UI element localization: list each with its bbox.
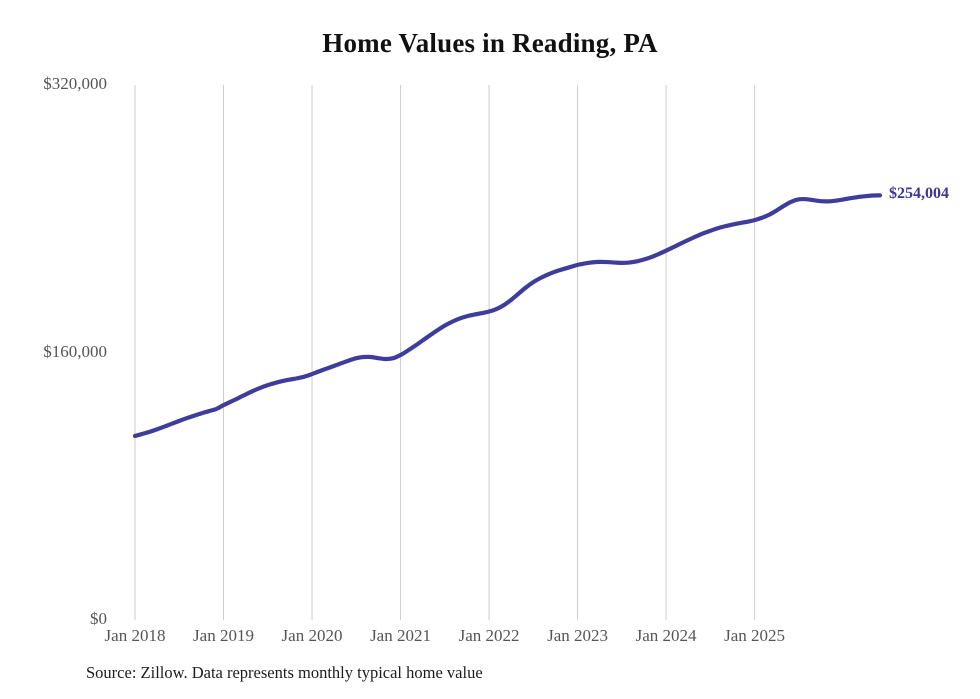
x-tick-label: Jan 2020 bbox=[281, 626, 343, 645]
series-line-typical-home-value bbox=[132, 193, 883, 439]
y-tick-label: $160,000 bbox=[43, 341, 107, 361]
x-tick-label: Jan 2024 bbox=[635, 626, 697, 645]
x-tick-label: Jan 2019 bbox=[193, 626, 254, 645]
x-tick-label: Jan 2021 bbox=[370, 626, 431, 645]
x-tick-label: Jan 2018 bbox=[104, 626, 166, 645]
data-series-group bbox=[132, 193, 883, 439]
y-tick-label: $320,000 bbox=[43, 74, 107, 93]
end-value-annotation: $254,004 bbox=[889, 185, 949, 203]
y-tick-label: $0 bbox=[90, 609, 107, 628]
source-note: Source: Zillow. Data represents monthly … bbox=[86, 663, 483, 682]
chart-title: Home Values in Reading, PA bbox=[322, 28, 658, 58]
x-tick-label: Jan 2023 bbox=[547, 626, 609, 645]
x-tick-label: Jan 2025 bbox=[724, 626, 786, 645]
x-tick-label: Jan 2022 bbox=[458, 626, 520, 645]
x-gridlines bbox=[134, 85, 756, 620]
